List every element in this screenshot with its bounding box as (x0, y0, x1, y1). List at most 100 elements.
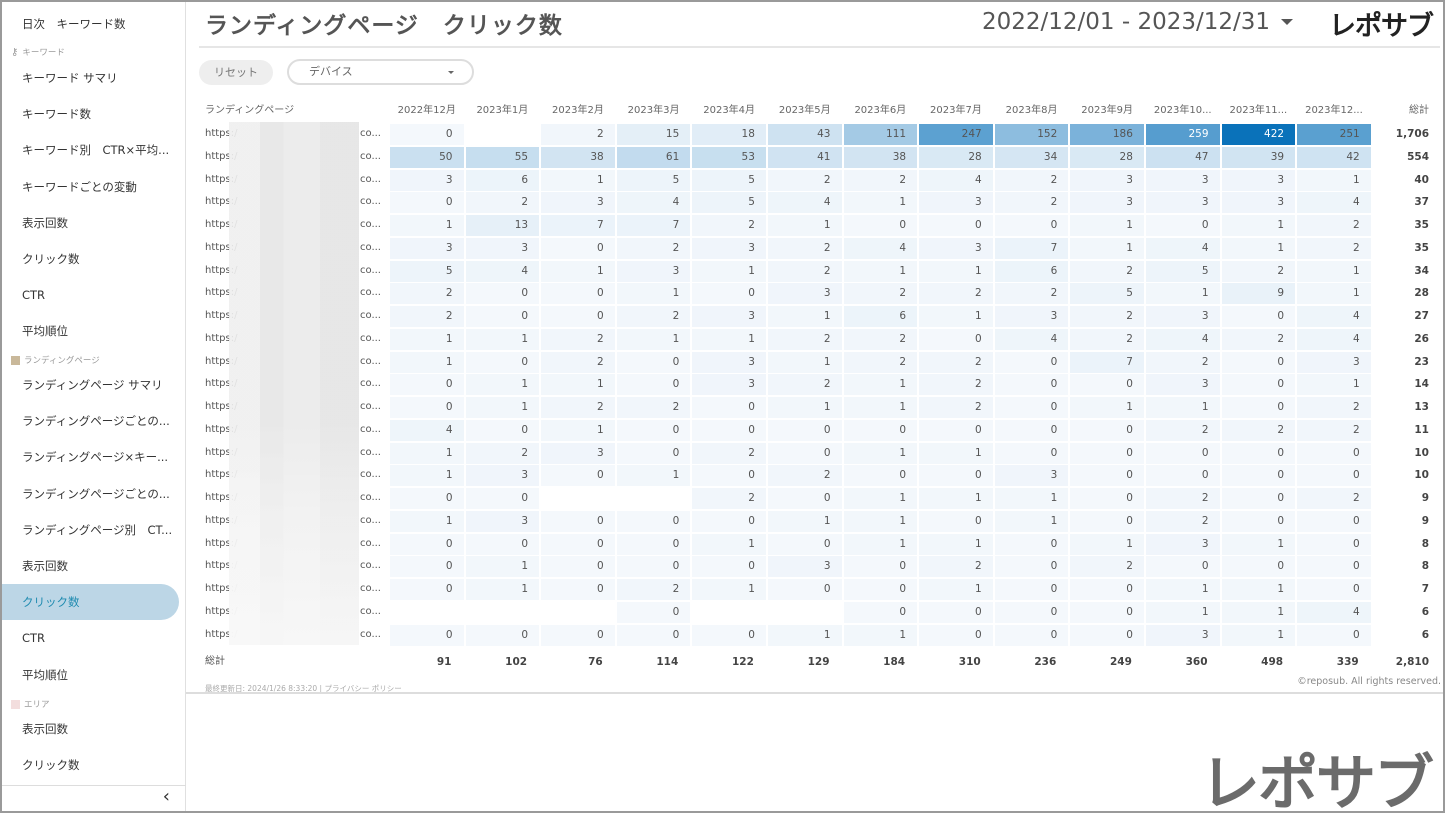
table-row[interactable]: https:/co... 4 0 1 0 0 0 0 0 0 0 2 2 2 11 (199, 419, 1439, 442)
sidebar-item[interactable]: ランディングページごとの... (22, 486, 170, 501)
landing-page-url[interactable]: https:/ (205, 583, 238, 594)
landing-page-url[interactable]: https:/ (205, 219, 238, 230)
landing-page-url[interactable]: https:/ (205, 446, 238, 458)
landing-page-url[interactable]: https:/ (205, 514, 238, 526)
table-cell: 0 (541, 237, 615, 259)
column-header-total[interactable]: 総計 (1409, 105, 1429, 116)
landing-page-url[interactable]: https:/ (205, 332, 238, 344)
table-cell: 7 (1070, 351, 1144, 373)
table-cell: 0 (1070, 442, 1144, 464)
sidebar-item[interactable]: キーワード数 (22, 107, 91, 122)
landing-page-url[interactable]: https:/ (205, 355, 238, 367)
column-header-month[interactable]: 2023年11... (1229, 105, 1288, 116)
landing-page-url[interactable]: https:/ (205, 401, 238, 412)
sidebar-item[interactable]: 平均順位 (22, 667, 68, 682)
date-dropdown-caret-icon[interactable] (1281, 19, 1293, 25)
landing-page-url[interactable]: https:/ (205, 264, 238, 276)
landing-page-url[interactable]: https:/ (205, 150, 238, 162)
sidebar-item[interactable]: キーワード サマリ (22, 71, 118, 85)
landing-page-url[interactable]: https:/ (205, 173, 238, 185)
column-header-month[interactable]: 2023年9月 (1081, 105, 1134, 116)
landing-page-url[interactable]: https:/ (205, 287, 238, 299)
sidebar-item[interactable]: キーワード別 CTR×平均... (22, 143, 170, 158)
column-header-month[interactable]: 2023年6月 (854, 105, 907, 116)
landing-page-url[interactable]: https:/ (205, 605, 238, 617)
table-row[interactable]: https:/co... 1 3 0 0 0 1 1 0 1 0 2 0 0 9 (199, 510, 1439, 533)
sidebar-item[interactable]: 表示回数 (22, 722, 68, 736)
table-row[interactable]: https:/co... 50 55 38 61 53 41 38 28 34 28 47 39 42 55… (199, 146, 1439, 169)
table-cell: 0 (994, 556, 1069, 578)
table-cell: 0 (843, 556, 918, 578)
landing-page-url[interactable]: https:/ (205, 560, 238, 572)
sidebar-item[interactable]: 平均順位 (22, 324, 68, 339)
column-header-month[interactable]: 2023年8月 (1005, 105, 1058, 116)
landing-page-url[interactable]: https:/ (205, 378, 238, 390)
sidebar-item[interactable]: ランディングページ サマリ (22, 378, 163, 392)
sidebar-item[interactable]: ランディングページ別 CT... (22, 522, 173, 537)
table-cell: 4 (768, 192, 842, 214)
landing-page-url[interactable]: https:/ (205, 423, 238, 435)
sidebar-item[interactable]: クリック数 (2, 584, 179, 621)
landing-page-url[interactable]: https:/ (205, 628, 238, 640)
column-header-landing-page[interactable]: ランディングページ (205, 105, 295, 116)
landing-page-url[interactable]: https:/ (205, 537, 238, 549)
sidebar-item[interactable]: ランディングページごとの... (22, 414, 170, 429)
table-row[interactable]: https:/co... 3 3 0 2 3 2 4 3 7 1 4 1 2 35 (199, 237, 1439, 260)
table-row[interactable]: https:/co... 0 0 0 0 0 1 1 0 0 0 3 1 0 6 (199, 624, 1439, 647)
column-header-month[interactable]: 2022年12月 (397, 105, 456, 116)
sidebar-item[interactable]: キーワードごとの変動 (22, 179, 137, 194)
column-header-month[interactable]: 2023年4月 (703, 105, 756, 116)
table-row[interactable]: https:/co... 1 1 2 1 1 2 2 0 4 2 4 2 4 26 (199, 328, 1439, 351)
date-range-picker[interactable]: 2022/12/01 - 2023/12/31 (982, 9, 1271, 35)
table-row[interactable]: https:/co... 0 1 2 2 0 1 1 2 0 1 1 0 2 13 (199, 396, 1439, 419)
table-cell: 3 (919, 192, 993, 214)
sidebar-item[interactable]: クリック数 (22, 758, 80, 772)
sidebar-item[interactable]: クリック数 (22, 252, 80, 266)
column-header-month[interactable]: 2023年12... (1305, 105, 1363, 116)
sidebar-item[interactable]: CTR (22, 288, 46, 303)
table-row[interactable]: https:/co... 3 6 1 5 5 2 2 4 2 3 3 3 1 40 (199, 169, 1439, 192)
device-filter-dropdown[interactable]: デバイス (287, 59, 474, 85)
table-cell: 0 (768, 579, 842, 600)
table-row[interactable]: https:/co... 1 0 2 0 3 1 2 2 0 7 2 0 3 23 (199, 351, 1439, 374)
column-header-month[interactable]: 2023年10... (1153, 105, 1212, 116)
table-cell: 0 (1297, 510, 1371, 532)
landing-page-url[interactable]: https:/ (205, 492, 238, 503)
report-bottom-border (186, 692, 1443, 694)
table-row[interactable]: https:/co... 0 1 1 0 3 2 1 2 0 0 3 0 1 14 (199, 373, 1439, 396)
table-row[interactable]: https:/ co... 0 2 15 18 43 111 247 152 186 259 422 25… (199, 123, 1439, 146)
privacy-policy-link[interactable]: プライバシー ポリシー (324, 684, 402, 693)
watermark-logo: レポサブ (1200, 749, 1434, 819)
landing-page-url[interactable]: https:/ (205, 241, 238, 253)
table-row[interactable]: https:/co... 0 0 2 0 1 1 1 0 2 0 2 9 (199, 487, 1439, 510)
table-cell: 0 (390, 192, 464, 214)
column-header-month[interactable]: 2023年2月 (552, 105, 604, 116)
table-row[interactable]: https:/co... 0 1 0 0 0 3 0 2 0 2 0 0 0 8 (199, 555, 1439, 578)
landing-page-url[interactable]: https:/ (205, 469, 238, 481)
column-header-month[interactable]: 2023年7月 (930, 105, 982, 116)
table-row[interactable]: https:/co... 1 13 7 7 2 1 0 0 0 1 0 1 2 35 (199, 214, 1439, 237)
table-row[interactable]: https:/co... 0 2 3 4 5 4 1 3 2 3 3 3 4 37 (199, 191, 1439, 214)
column-header-month[interactable]: 2023年5月 (778, 105, 831, 116)
table-row[interactable]: https:/co... 0 1 0 2 1 0 0 1 0 0 1 1 0 7 (199, 578, 1439, 601)
table-row[interactable]: https:/co... 2 0 0 2 3 1 6 1 3 2 3 0 4 27 (199, 305, 1439, 328)
table-row[interactable]: https:/co... 5 4 1 3 1 2 1 1 6 2 5 2 1 34 (199, 260, 1439, 283)
table-row[interactable]: https:/co... 1 3 0 1 0 2 0 0 3 0 0 0 0 10 (199, 464, 1439, 487)
table-row[interactable]: https:/co... 0 0 0 0 0 1 1 4 6 (199, 601, 1439, 624)
sidebar-item[interactable]: 日次 キーワード数 (22, 17, 126, 31)
column-header-month[interactable]: 2023年1月 (476, 105, 529, 116)
table-row[interactable]: https:/co... 2 0 0 1 0 3 2 2 2 5 1 9 1 28 (199, 282, 1439, 305)
chevron-left-icon[interactable]: ‹ (162, 786, 170, 807)
landing-page-url[interactable]: https:/ (205, 310, 238, 321)
table-row[interactable]: https:/co... 0 0 0 0 1 0 1 1 0 1 3 1 0 8 (199, 533, 1439, 556)
sidebar-item[interactable]: CTR (22, 631, 46, 646)
reset-button[interactable]: リセット (199, 60, 273, 85)
sidebar-item[interactable]: ランディングページ×キー... (22, 450, 169, 465)
landing-page-url[interactable]: https:/ (205, 196, 238, 208)
landing-page-url[interactable]: https:/ (205, 128, 238, 139)
table-row[interactable]: https:/co... 1 2 3 0 2 0 1 1 0 0 0 0 0 10 (199, 442, 1439, 465)
table-cell: 0 (616, 624, 691, 646)
sidebar-item[interactable]: 表示回数 (22, 215, 68, 230)
sidebar-item[interactable]: 表示回数 (22, 559, 68, 573)
column-header-month[interactable]: 2023年3月 (627, 105, 680, 116)
